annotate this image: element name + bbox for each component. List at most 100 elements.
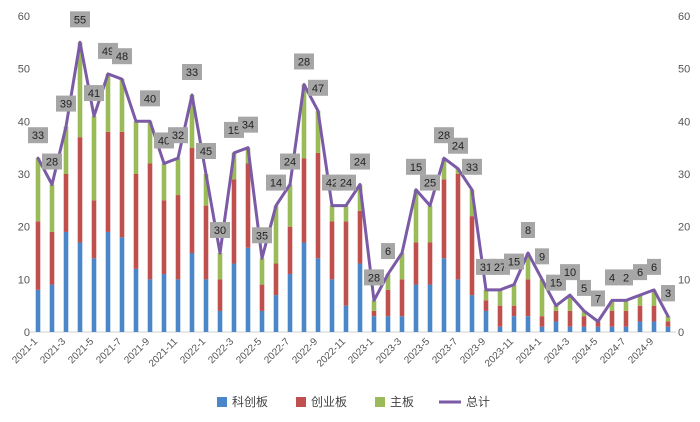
- data-label-box: [619, 269, 633, 286]
- bar-kechuang: [147, 279, 153, 332]
- bar-main-board: [189, 95, 195, 148]
- bar-main-board: [413, 189, 419, 243]
- data-label: 6: [651, 262, 657, 274]
- data-label: 6: [637, 267, 643, 279]
- data-label-box: [591, 290, 605, 307]
- x-tick-label: 2024-3: [542, 336, 572, 366]
- bar-chuangye: [35, 221, 41, 290]
- bar-chuangye: [413, 242, 419, 285]
- data-label: 32: [172, 130, 184, 142]
- x-tick-label: 2024-9: [626, 336, 656, 366]
- bar-kechuang: [63, 231, 69, 332]
- data-label: 14: [270, 178, 282, 190]
- bar-kechuang: [133, 268, 139, 332]
- bar-chuangye: [301, 158, 307, 243]
- bar-kechuang: [455, 279, 461, 332]
- data-label: 9: [539, 251, 545, 263]
- bar-kechuang: [665, 326, 671, 332]
- bar-main-board: [301, 84, 307, 159]
- legend-label: 总计: [466, 395, 490, 409]
- data-label-box: [336, 174, 356, 191]
- x-tick-label: 2023-7: [430, 336, 460, 366]
- data-label: 27: [494, 262, 506, 274]
- bar-main-board: [343, 205, 349, 222]
- bar-kechuang: [91, 258, 97, 332]
- data-label: 2: [623, 272, 629, 284]
- y-tick-label-right: 10: [678, 274, 690, 286]
- bar-chuangye: [77, 137, 83, 243]
- bar-kechuang: [357, 263, 363, 332]
- data-label-box: [28, 127, 48, 144]
- data-label-box: [308, 79, 328, 96]
- bar-chuangye: [441, 179, 447, 259]
- y-tick-label-right: 60: [678, 11, 690, 23]
- y-tick-label-left: 50: [18, 64, 30, 76]
- bar-chuangye: [273, 263, 279, 296]
- bar-chuangye: [483, 300, 489, 311]
- bar-kechuang: [287, 274, 293, 332]
- data-label-box: [420, 174, 440, 191]
- data-label: 4: [609, 272, 615, 284]
- x-tick-label: 2023-3: [374, 336, 404, 366]
- bar-main-board: [287, 184, 293, 227]
- bar-kechuang: [567, 326, 573, 332]
- bar-chuangye: [385, 289, 391, 317]
- data-label: 35: [256, 230, 268, 242]
- bar-kechuang: [399, 316, 405, 332]
- bar-chuangye: [315, 152, 321, 259]
- data-label: 24: [340, 178, 352, 190]
- bar-chuangye: [637, 305, 643, 322]
- bar-kechuang: [483, 310, 489, 332]
- bar-main-board: [427, 205, 433, 243]
- bars-group: [35, 42, 671, 332]
- data-label: 45: [200, 146, 212, 158]
- bar-chuangye: [329, 221, 335, 280]
- x-tick-label: 2022-3: [206, 336, 236, 366]
- bar-main-board: [483, 289, 489, 301]
- y-tick-label-left: 30: [18, 169, 30, 181]
- bar-main-board: [623, 300, 629, 311]
- bar-kechuang: [553, 321, 559, 332]
- bar-main-board: [399, 253, 405, 280]
- bar-kechuang: [609, 326, 615, 332]
- bar-kechuang: [441, 258, 447, 332]
- legend-item-chuangye: 创业板: [296, 395, 347, 409]
- data-label-box: [42, 153, 62, 170]
- data-label-box: [560, 264, 580, 281]
- bar-chuangye: [427, 242, 433, 285]
- bar-main-board: [133, 121, 139, 174]
- data-label: 33: [466, 162, 478, 174]
- data-label: 42: [326, 178, 338, 190]
- legend: 科创板 创业板 主板 总计: [217, 395, 490, 409]
- bar-kechuang: [651, 321, 657, 332]
- data-label: 31: [480, 262, 492, 274]
- data-label: 28: [298, 56, 310, 68]
- legend-label: 科创板: [232, 395, 268, 409]
- data-label-box: [661, 285, 675, 302]
- data-label-box: [140, 90, 160, 107]
- x-tick-label: 2024-5: [570, 336, 600, 366]
- bar-main-board: [497, 289, 503, 306]
- bar-kechuang: [343, 305, 349, 332]
- bar-kechuang: [525, 316, 531, 332]
- bar-chuangye: [245, 163, 251, 248]
- data-label: 24: [284, 157, 296, 169]
- bar-main-board: [553, 305, 559, 311]
- bar-main-board: [259, 258, 265, 285]
- data-label-box: [350, 153, 370, 170]
- bar-kechuang: [231, 263, 237, 332]
- x-tick-label: 2021-7: [94, 336, 124, 366]
- legend-swatch: [296, 397, 306, 407]
- bar-kechuang: [49, 284, 55, 332]
- x-tick-label: 2021-1: [10, 336, 40, 366]
- bar-main-board: [231, 152, 237, 180]
- bar-kechuang: [203, 279, 209, 332]
- data-label-box: [521, 222, 535, 238]
- y-tick-label-left: 20: [18, 222, 30, 234]
- bar-kechuang: [175, 279, 181, 332]
- legend-item-total: 总计: [439, 395, 490, 409]
- bar-main-board: [525, 253, 531, 280]
